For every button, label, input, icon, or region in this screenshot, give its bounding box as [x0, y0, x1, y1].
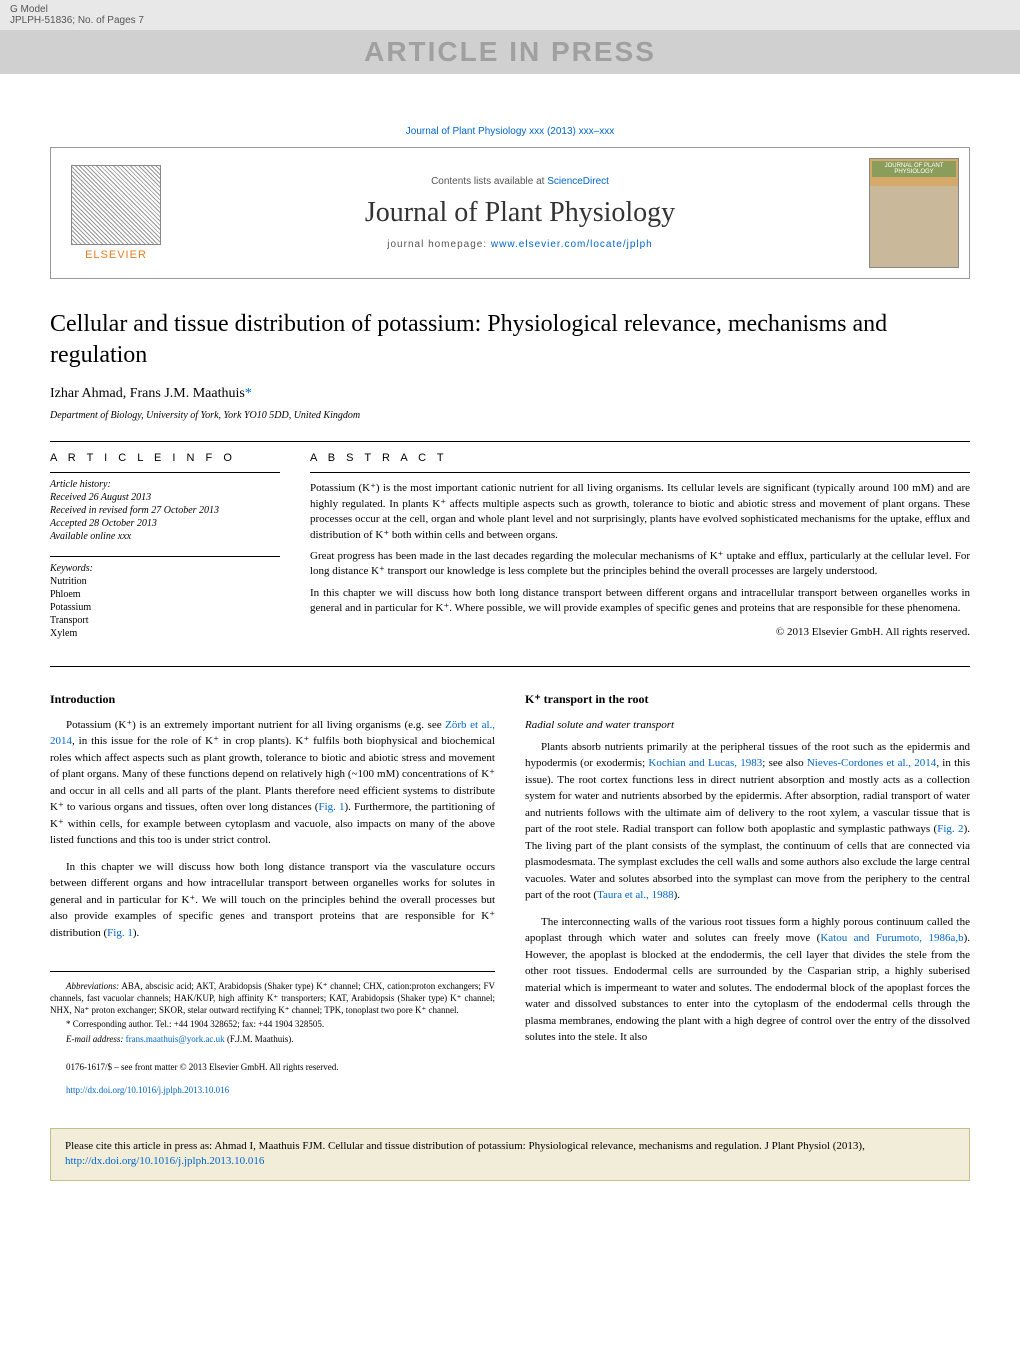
- root-p2: The interconnecting walls of the various…: [525, 914, 970, 1046]
- fig-link[interactable]: Fig. 2: [937, 823, 963, 835]
- left-column: Introduction Potassium (K⁺) is an extrem…: [50, 692, 495, 1108]
- body-columns: Introduction Potassium (K⁺) is an extrem…: [50, 692, 970, 1108]
- keyword: Transport: [50, 615, 280, 626]
- elsevier-text: ELSEVIER: [85, 249, 147, 261]
- intro-p1: Potassium (K⁺) is an extremely important…: [50, 717, 495, 849]
- accepted-date: Accepted 28 October 2013: [50, 518, 280, 529]
- article-info: A R T I C L E I N F O Article history: R…: [50, 452, 280, 646]
- root-p1: Plants absorb nutrients primarily at the…: [525, 739, 970, 904]
- ref-link[interactable]: Kochian and Lucas, 1983: [648, 757, 762, 769]
- banner-text: ARTICLE IN PRESS: [364, 36, 656, 67]
- footnotes: Abbreviations: ABA, abscisic acid; AKT, …: [50, 971, 495, 1045]
- abstract-p1: Potassium (K⁺) is the most important cat…: [310, 481, 970, 543]
- cite-box: Please cite this article in press as: Ah…: [50, 1128, 970, 1181]
- email-line: E-mail address: frans.maathuis@york.ac.u…: [50, 1034, 495, 1046]
- ref-link[interactable]: Katou and Furumoto, 1986a,b: [820, 932, 963, 944]
- root-heading: K⁺ transport in the root: [525, 692, 970, 707]
- author-2: Frans J.M. Maathuis: [130, 386, 245, 401]
- elsevier-logo: ELSEVIER: [61, 158, 171, 268]
- abstract-p2: Great progress has been made in the last…: [310, 549, 970, 580]
- right-column: K⁺ transport in the root Radial solute a…: [525, 692, 970, 1108]
- history-label: Article history:: [50, 479, 280, 490]
- keywords-label: Keywords:: [50, 563, 280, 574]
- divider: [50, 441, 970, 442]
- press-banner: ARTICLE IN PRESS: [0, 30, 1020, 74]
- header-bar: G ModelJPLPH-51836; No. of Pages 7: [0, 0, 1020, 30]
- abstract-heading: A B S T R A C T: [310, 452, 970, 464]
- sciencedirect-link[interactable]: ScienceDirect: [547, 176, 609, 187]
- radial-heading: Radial solute and water transport: [525, 719, 970, 731]
- corresponding-note: * Corresponding author. Tel.: +44 1904 3…: [50, 1019, 495, 1031]
- abstract: A B S T R A C T Potassium (K⁺) is the mo…: [310, 452, 970, 646]
- divider: [50, 666, 970, 667]
- authors: Izhar Ahmad, Frans J.M. Maathuis*: [50, 386, 970, 402]
- intro-p2: In this chapter we will discuss how both…: [50, 859, 495, 942]
- affiliation: Department of Biology, University of Yor…: [50, 410, 970, 421]
- journal-cover-icon: JOURNAL OF PLANT PHYSIOLOGY: [869, 158, 959, 268]
- abbreviations: Abbreviations: ABA, abscisic acid; AKT, …: [50, 981, 495, 1016]
- keyword: Xylem: [50, 628, 280, 639]
- keyword: Phloem: [50, 589, 280, 600]
- info-abstract-row: A R T I C L E I N F O Article history: R…: [50, 452, 970, 646]
- journal-header-box: ELSEVIER Contents lists available at Sci…: [50, 147, 970, 279]
- issn-line: 0176-1617/$ – see front matter © 2013 El…: [50, 1061, 495, 1075]
- email-link[interactable]: frans.maathuis@york.ac.uk: [126, 1034, 225, 1044]
- journal-name: Journal of Plant Physiology: [171, 197, 869, 229]
- intro-heading: Introduction: [50, 692, 495, 707]
- elsevier-tree-icon: [71, 165, 161, 245]
- journal-center: Contents lists available at ScienceDirec…: [171, 176, 869, 250]
- info-heading: A R T I C L E I N F O: [50, 452, 280, 464]
- citation-line: Journal of Plant Physiology xxx (2013) x…: [50, 126, 970, 137]
- cover-title: JOURNAL OF PLANT PHYSIOLOGY: [872, 161, 956, 177]
- keywords: Keywords: Nutrition Phloem Potassium Tra…: [50, 563, 280, 639]
- ref-link[interactable]: Taura et al., 1988: [597, 889, 674, 901]
- fig-link[interactable]: Fig. 1: [107, 927, 133, 939]
- footer-block: 0176-1617/$ – see front matter © 2013 El…: [50, 1061, 495, 1098]
- abstract-p3: In this chapter we will discuss how both…: [310, 586, 970, 617]
- doi-link[interactable]: http://dx.doi.org/10.1016/j.jplph.2013.1…: [66, 1085, 229, 1095]
- homepage-line: journal homepage: www.elsevier.com/locat…: [171, 239, 869, 250]
- revised-date: Received in revised form 27 October 2013: [50, 505, 280, 516]
- fig-link[interactable]: Fig. 1: [318, 801, 344, 813]
- page-content: Journal of Plant Physiology xxx (2013) x…: [0, 78, 1020, 1201]
- homepage-link[interactable]: www.elsevier.com/locate/jplph: [491, 239, 653, 250]
- doc-id: JPLPH-51836; No. of Pages 7: [10, 15, 144, 26]
- corresponding-marker: *: [245, 386, 252, 401]
- ref-link[interactable]: Nieves-Cordones et al., 2014: [807, 757, 936, 769]
- keyword: Potassium: [50, 602, 280, 613]
- cite-doi-link[interactable]: http://dx.doi.org/10.1016/j.jplph.2013.1…: [65, 1155, 264, 1167]
- received-date: Received 26 August 2013: [50, 492, 280, 503]
- online-date: Available online xxx: [50, 531, 280, 542]
- author-1: Izhar Ahmad: [50, 386, 123, 401]
- abstract-copyright: © 2013 Elsevier GmbH. All rights reserve…: [310, 625, 970, 640]
- contents-line: Contents lists available at ScienceDirec…: [171, 176, 869, 187]
- keyword: Nutrition: [50, 576, 280, 587]
- g-model: G Model: [10, 4, 48, 15]
- article-title: Cellular and tissue distribution of pota…: [50, 309, 970, 371]
